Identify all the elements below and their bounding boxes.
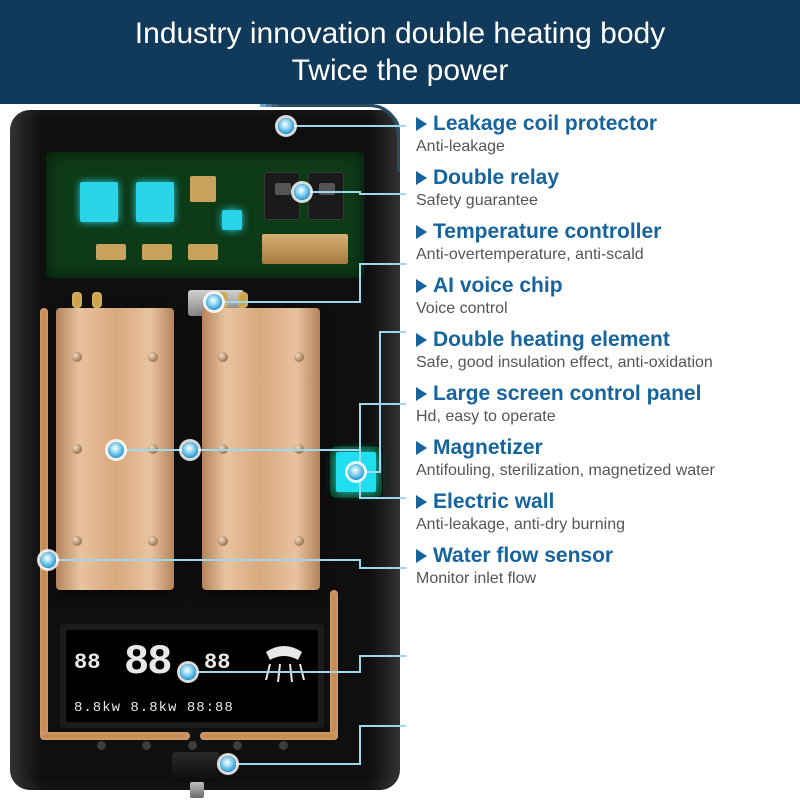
callout-item-8: Water flow sensorMonitor inlet flow: [416, 544, 788, 589]
callout-dot-5: [108, 442, 124, 458]
callout-dot-8: [220, 756, 236, 772]
callout-list: Leakage coil protectorAnti-leakage Double…: [406, 104, 800, 800]
arrow-icon: [416, 117, 427, 131]
callout-desc: Anti-overtemperature, anti-scald: [416, 245, 788, 265]
callout-title: Water flow sensor: [433, 544, 613, 567]
relay-2: [308, 172, 344, 220]
chip-gold-1: [190, 176, 216, 202]
callout-item-5: Large screen control panelHd, easy to op…: [416, 382, 788, 427]
pipe-3: [330, 590, 338, 740]
pipe-8: [238, 292, 248, 308]
lcd-bottom-row: 8.8kw 8.8kw 88:88: [74, 700, 234, 716]
callout-title: Leakage coil protector: [433, 112, 657, 135]
chip-cyan-1: [80, 182, 118, 222]
chip-cyan-3: [222, 210, 242, 230]
arrow-icon: [416, 225, 427, 239]
callout-title: Magnetizer: [433, 436, 543, 459]
terminal-block: [262, 234, 348, 264]
pipe-1: [40, 308, 48, 738]
callout-desc: Voice control: [416, 299, 788, 319]
arrow-icon: [416, 441, 427, 455]
callout-item-3: AI voice chipVoice control: [416, 274, 788, 319]
header-line-1: Industry innovation double heating body: [0, 15, 800, 53]
arrow-icon: [416, 333, 427, 347]
shower-icon: [260, 640, 308, 686]
callout-item-2: Temperature controllerAnti-overtemperatu…: [416, 220, 788, 265]
content-row: 88 88 88 8.8kw 8.8kw 88:88 Leakage coil …: [0, 104, 800, 800]
lcd-main: 88: [124, 638, 170, 686]
callout-dot-3: [348, 464, 364, 480]
callout-dot-4: [182, 442, 198, 458]
callout-desc: Monitor inlet flow: [416, 569, 788, 589]
lcd-aux-1: 88: [74, 650, 100, 675]
callout-item-1: Double relaySafety guarantee: [416, 166, 788, 211]
callout-desc: Anti-leakage: [416, 137, 788, 157]
callout-item-4: Double heating elementSafe, good insulat…: [416, 328, 788, 373]
callout-title: Double heating element: [433, 328, 670, 351]
callout-dot-2: [206, 294, 222, 310]
callout-desc: Antifouling, sterilization, magnetized w…: [416, 461, 788, 481]
pcb-board: [46, 152, 364, 278]
callout-title: Electric wall: [433, 490, 554, 513]
callout-title: Temperature controller: [433, 220, 661, 243]
water-flow-sensor: [172, 752, 220, 782]
chip-gold-2: [96, 244, 126, 260]
callout-title: AI voice chip: [433, 274, 563, 297]
callout-desc: Hd, easy to operate: [416, 407, 788, 427]
callout-title: Double relay: [433, 166, 559, 189]
lcd-aux-2: 88: [204, 650, 230, 675]
pipe-6: [92, 292, 102, 308]
callout-dot-0: [278, 118, 294, 134]
arrow-icon: [416, 549, 427, 563]
callout-desc: Anti-leakage, anti-dry burning: [416, 515, 788, 535]
callout-desc: Safe, good insulation effect, anti-oxida…: [416, 353, 788, 373]
chip-cyan-2: [136, 182, 174, 222]
callout-item-0: Leakage coil protectorAnti-leakage: [416, 112, 788, 157]
callout-dot-6: [40, 552, 56, 568]
pipe-5: [72, 292, 82, 308]
chip-gold-3: [142, 244, 172, 260]
callout-title: Large screen control panel: [433, 382, 701, 405]
callout-item-6: MagnetizerAntifouling, sterilization, ma…: [416, 436, 788, 481]
header-line-2: Twice the power: [0, 52, 800, 90]
callout-dot-1: [294, 184, 310, 200]
callout-desc: Safety guarantee: [416, 191, 788, 211]
callout-item-7: Electric wallAnti-leakage, anti-dry burn…: [416, 490, 788, 535]
device-illustration: 88 88 88 8.8kw 8.8kw 88:88: [0, 104, 406, 800]
arrow-icon: [416, 495, 427, 509]
arrow-icon: [416, 171, 427, 185]
arrow-icon: [416, 387, 427, 401]
arrow-icon: [416, 279, 427, 293]
header-banner: Industry innovation double heating body …: [0, 0, 800, 104]
callout-dot-7: [180, 664, 196, 680]
water-inlet-nipple: [190, 782, 204, 798]
heating-element-right: [202, 308, 320, 590]
chip-gold-4: [188, 244, 218, 260]
